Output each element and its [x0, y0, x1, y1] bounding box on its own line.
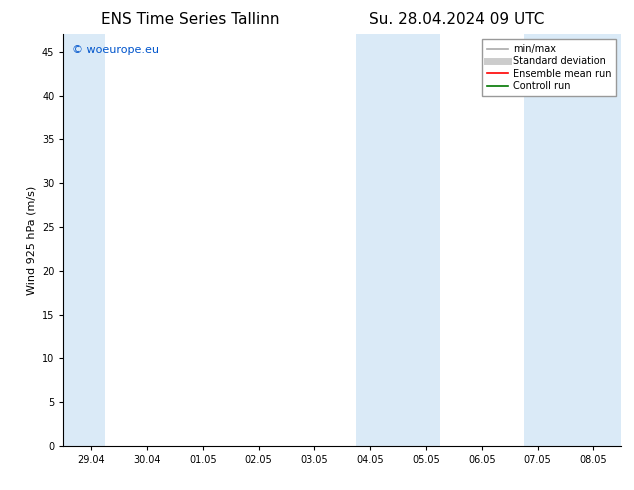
Bar	[63, 34, 105, 446]
Text: Su. 28.04.2024 09 UTC: Su. 28.04.2024 09 UTC	[369, 12, 544, 27]
Legend: min/max, Standard deviation, Ensemble mean run, Controll run: min/max, Standard deviation, Ensemble me…	[482, 39, 616, 96]
Y-axis label: Wind 925 hPa (m/s): Wind 925 hPa (m/s)	[27, 186, 36, 294]
Text: © woeurope.eu: © woeurope.eu	[72, 45, 158, 54]
Bar	[524, 34, 621, 446]
Bar	[356, 34, 440, 446]
Text: ENS Time Series Tallinn: ENS Time Series Tallinn	[101, 12, 280, 27]
